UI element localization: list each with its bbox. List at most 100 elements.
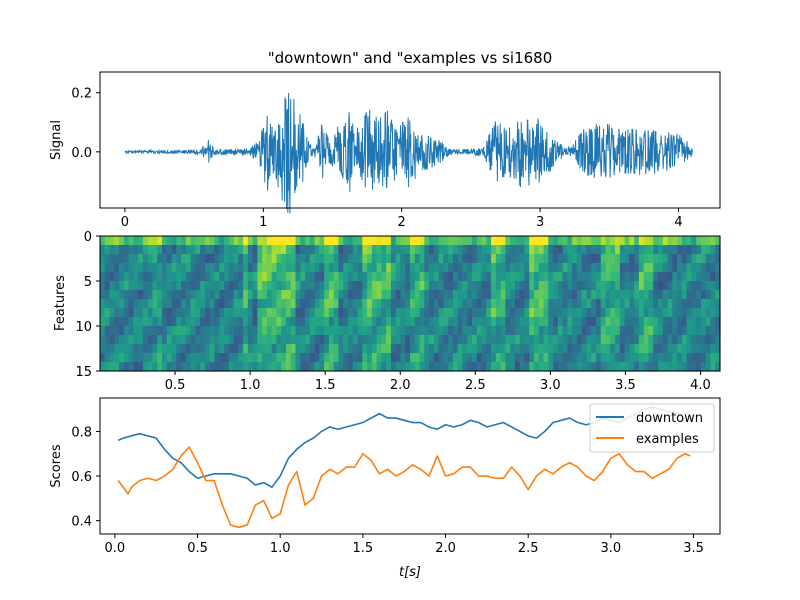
heatmap-cell bbox=[171, 317, 177, 327]
heatmap-cell bbox=[376, 236, 382, 246]
heatmap-cell bbox=[581, 344, 588, 354]
heatmap-cell bbox=[348, 263, 354, 273]
heatmap-cell bbox=[357, 236, 363, 246]
heatmap-cell bbox=[190, 326, 196, 336]
heatmap-cell bbox=[700, 263, 707, 273]
heatmap-cell bbox=[634, 290, 640, 300]
heatmap-cell bbox=[462, 335, 468, 345]
heatmap-cell bbox=[295, 335, 301, 345]
heatmap-cell bbox=[572, 344, 578, 354]
heatmap-cell bbox=[395, 326, 402, 336]
heatmap-cell bbox=[114, 254, 120, 264]
heatmap-cell bbox=[524, 236, 530, 246]
heatmap-cell bbox=[305, 290, 311, 300]
heatmap-cell bbox=[572, 263, 578, 273]
heatmap-cell bbox=[123, 362, 130, 372]
heatmap-cell bbox=[662, 299, 669, 309]
heatmap-cell bbox=[486, 317, 492, 327]
heatmap-cell bbox=[529, 245, 535, 255]
heatmap-cell bbox=[185, 317, 192, 327]
heatmap-cell bbox=[181, 353, 187, 363]
heatmap-cell bbox=[648, 317, 654, 327]
heatmap-cell bbox=[710, 281, 716, 291]
heatmap-cell bbox=[634, 335, 640, 345]
scores-y-axis-label: Scores bbox=[49, 444, 64, 487]
heatmap-cell bbox=[576, 326, 583, 336]
heatmap-cell bbox=[209, 299, 216, 309]
heatmap-cell bbox=[371, 281, 378, 291]
heatmap-cell bbox=[667, 308, 673, 318]
heatmap-cell bbox=[576, 290, 583, 300]
heatmap-cell bbox=[486, 272, 492, 282]
heatmap-cell bbox=[195, 281, 201, 291]
heatmap-cell bbox=[481, 263, 487, 273]
heatmap-cell bbox=[586, 263, 592, 273]
heatmap-cell bbox=[214, 263, 220, 273]
heatmap-cell bbox=[171, 335, 177, 345]
heatmap-cell bbox=[147, 326, 154, 336]
heatmap-cell bbox=[142, 362, 149, 372]
heatmap-cell bbox=[166, 263, 173, 273]
signal-plot-area bbox=[124, 92, 693, 214]
heatmap-cell bbox=[295, 254, 301, 264]
heatmap-cell bbox=[209, 308, 216, 318]
heatmap-cell bbox=[185, 308, 192, 318]
heatmap-cell bbox=[381, 362, 387, 372]
heatmap-cell bbox=[586, 326, 592, 336]
heatmap-cell bbox=[185, 335, 192, 345]
heatmap-cell bbox=[381, 299, 387, 309]
heatmap-cell bbox=[386, 344, 392, 354]
heatmap-cell bbox=[233, 344, 239, 354]
heatmap-cell bbox=[367, 263, 373, 273]
heatmap-cell bbox=[467, 263, 473, 273]
heatmap-cell bbox=[519, 272, 526, 282]
heatmap-cell bbox=[109, 326, 115, 336]
heatmap-cell bbox=[271, 308, 278, 318]
heatmap-cell bbox=[452, 236, 459, 246]
heatmap-cell bbox=[553, 263, 559, 273]
heatmap-cell bbox=[266, 263, 273, 273]
heatmap-cell bbox=[600, 245, 607, 255]
heatmap-cell bbox=[219, 344, 225, 354]
heatmap-cell bbox=[572, 281, 578, 291]
heatmap-cell bbox=[171, 299, 177, 309]
heatmap-cell bbox=[429, 326, 435, 336]
heatmap-cell bbox=[119, 263, 125, 273]
heatmap-cell bbox=[224, 290, 230, 300]
heatmap-cell bbox=[247, 353, 254, 363]
heatmap-cell bbox=[138, 236, 144, 246]
heatmap-cell bbox=[219, 326, 225, 336]
heatmap-cell bbox=[114, 236, 120, 246]
heatmap-cell bbox=[505, 344, 511, 354]
heatmap-cell bbox=[638, 353, 645, 363]
heatmap-cell bbox=[162, 290, 168, 300]
heatmap-cell bbox=[314, 353, 320, 363]
heatmap-cell bbox=[457, 236, 464, 246]
heatmap-cell bbox=[357, 290, 363, 300]
heatmap-cell bbox=[638, 281, 645, 291]
heatmap-cell bbox=[309, 317, 316, 327]
heatmap-cell bbox=[538, 245, 545, 255]
heatmap-cell bbox=[562, 263, 568, 273]
heatmap-cell bbox=[419, 236, 425, 246]
heatmap-cell bbox=[114, 299, 120, 309]
heatmap-cell bbox=[114, 263, 120, 273]
heatmap-cell bbox=[457, 326, 464, 336]
heatmap-cell bbox=[319, 272, 325, 282]
heatmap-cell bbox=[696, 254, 702, 264]
heatmap-cell bbox=[486, 290, 492, 300]
heatmap-cell bbox=[691, 317, 697, 327]
heatmap-cell bbox=[157, 281, 163, 291]
heatmap-cell bbox=[233, 362, 239, 372]
heatmap-cell bbox=[543, 254, 549, 264]
heatmap-cell bbox=[433, 290, 440, 300]
heatmap-cell bbox=[371, 236, 378, 246]
heatmap-cell bbox=[538, 308, 545, 318]
heatmap-cell bbox=[486, 308, 492, 318]
heatmap-cell bbox=[295, 353, 301, 363]
heatmap-cell bbox=[314, 254, 320, 264]
heatmap-cell bbox=[376, 290, 382, 300]
heatmap-cell bbox=[472, 362, 478, 372]
heatmap-cell bbox=[553, 308, 559, 318]
